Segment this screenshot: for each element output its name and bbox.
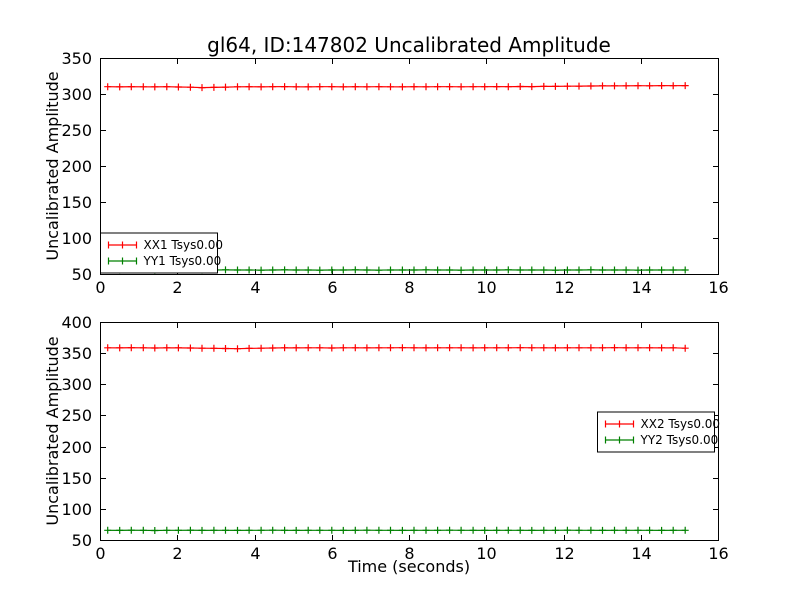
x-tick-label: 6 xyxy=(327,544,337,563)
series-line-xx2 xyxy=(107,347,686,350)
series-line-xx1 xyxy=(107,84,686,89)
y-tick-label: 200 xyxy=(61,157,92,176)
y-axis-label: Uncalibrated Amplitude xyxy=(43,336,62,525)
y-tick-label: 200 xyxy=(61,438,92,457)
x-tick-label: 14 xyxy=(631,544,651,563)
x-tick-label: 0 xyxy=(95,278,105,297)
legend-sample-markers xyxy=(107,241,138,249)
y-tick-label: 300 xyxy=(61,85,92,104)
figure-title: gl64, ID:147802 Uncalibrated Amplitude xyxy=(207,33,611,57)
y-tick-label: 350 xyxy=(61,344,92,363)
legend-sample-markers xyxy=(107,257,138,265)
subplot-1: 0 2 4 6 8 10 12 14 16 50 100 150 200 250 300 350 Uncalib… xyxy=(43,49,729,297)
y-tick-label: 50 xyxy=(72,531,92,550)
legend-label: XX1 Tsys0.00 xyxy=(144,238,224,252)
legend-2: XX2 Tsys0.00 YY2 Tsys0.00 xyxy=(597,411,721,453)
x-tick-label: 4 xyxy=(250,544,260,563)
legend-label: XX2 Tsys0.00 xyxy=(641,417,721,431)
legend-label: YY2 Tsys0.00 xyxy=(640,433,719,447)
y-axis-label: Uncalibrated Amplitude xyxy=(43,71,62,260)
x-tick-label: 0 xyxy=(95,544,105,563)
y-tick-label: 350 xyxy=(61,49,92,68)
axes-frame xyxy=(100,322,719,541)
y-tick-label: 100 xyxy=(61,229,92,248)
x-tick-label: 12 xyxy=(554,278,574,297)
x-tick-label: 6 xyxy=(327,278,337,297)
legend-label: YY1 Tsys0.00 xyxy=(143,254,222,268)
series-markers-yy2 xyxy=(104,526,689,534)
y-tick-label: 100 xyxy=(61,500,92,519)
axes-frame xyxy=(100,58,719,275)
x-tick-label: 16 xyxy=(708,278,728,297)
x-tick-label: 2 xyxy=(172,544,182,563)
y-tick-label: 150 xyxy=(61,469,92,488)
x-axis-label: Time (seconds) xyxy=(347,557,470,576)
x-tick-label: 4 xyxy=(250,278,260,297)
plot-area xyxy=(104,344,689,534)
y-tick-label: 300 xyxy=(61,375,92,394)
series-markers-xx2 xyxy=(104,344,689,353)
subplot-2: 0 2 4 6 8 10 12 14 16 50 100 150 200 250 300 350 400 Unca… xyxy=(43,313,729,576)
x-tick-label: 10 xyxy=(476,278,496,297)
legend-box xyxy=(100,232,218,274)
legend-box xyxy=(597,411,715,453)
x-tick-label: 16 xyxy=(708,544,728,563)
x-tick-label: 8 xyxy=(404,278,414,297)
x-tick-label: 8 xyxy=(404,544,414,563)
series-markers-xx1 xyxy=(104,82,689,92)
legend-sample-markers xyxy=(604,420,635,428)
y-tick-label: 150 xyxy=(61,193,92,212)
x-tick-label: 12 xyxy=(554,544,574,563)
legend-sample-markers xyxy=(604,436,635,444)
y-tick-label: 50 xyxy=(72,265,92,284)
y-tick-label: 250 xyxy=(61,121,92,140)
y-tick-label: 250 xyxy=(61,406,92,425)
x-tick-label: 2 xyxy=(172,278,182,297)
y-tick-label: 400 xyxy=(61,313,92,332)
x-tick-label: 14 xyxy=(631,278,651,297)
x-tick-label: 10 xyxy=(476,544,496,563)
legend-1: XX1 Tsys0.00 YY1 Tsys0.00 xyxy=(100,232,224,274)
